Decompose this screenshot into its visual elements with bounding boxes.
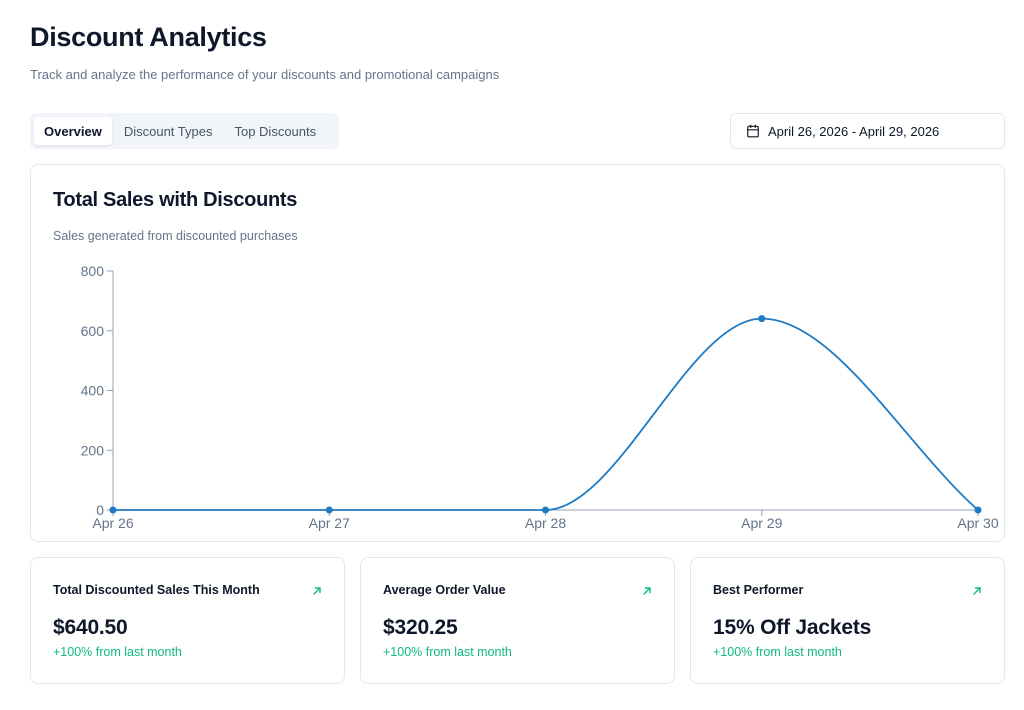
tab-overview[interactable]: Overview <box>34 117 112 145</box>
x-tick-label: Apr 29 <box>741 515 782 531</box>
arrow-up-right-icon <box>313 587 321 595</box>
data-point <box>109 506 117 514</box>
arrow-up-right-icon <box>973 587 981 595</box>
stat-card-total-discounted-sales: Total Discounted Sales This Month $640.5… <box>30 557 345 684</box>
data-point <box>758 315 766 323</box>
x-tick-label: Apr 28 <box>525 515 566 531</box>
stat-card-best-performer: Best Performer 15% Off Jackets +100% fro… <box>690 557 1005 684</box>
sales-chart-card: Total Sales with Discounts Sales generat… <box>30 164 1005 542</box>
x-tick-label: Apr 27 <box>309 515 350 531</box>
tab-list: Overview Discount Types Top Discounts <box>30 113 339 149</box>
calendar-icon <box>747 124 759 138</box>
stat-value: $640.50 <box>53 616 128 639</box>
y-tick-label: 800 <box>81 263 105 279</box>
y-tick-label: 0 <box>96 502 104 518</box>
stat-change: +100% from last month <box>383 645 512 659</box>
arrow-up-right-icon <box>643 587 651 595</box>
y-tick-label: 200 <box>81 442 105 458</box>
sales-line-chart: 0 200 400 600 800 Apr 26 Apr 27 Apr 28 Apr 29 Apr… <box>81 263 999 531</box>
stat-label: Best Performer <box>713 583 804 597</box>
y-tick-label: 600 <box>81 323 105 339</box>
stat-change: +100% from last month <box>53 645 182 659</box>
stat-label: Average Order Value <box>383 583 506 597</box>
x-tick-label: Apr 26 <box>92 515 133 531</box>
stat-value: $320.25 <box>383 616 458 639</box>
tab-top-discounts[interactable]: Top Discounts <box>234 123 317 139</box>
series-line <box>112 317 979 511</box>
chart-subtitle: Sales generated from discounted purchase… <box>53 229 298 243</box>
date-range-picker-button[interactable]: April 26, 2026 - April 29, 2026 <box>730 113 1005 149</box>
stat-change: +100% from last month <box>713 645 842 659</box>
tab-discount-types[interactable]: Discount Types <box>123 123 213 139</box>
page-title: Discount Analytics <box>30 22 267 52</box>
x-tick-label: Apr 30 <box>957 515 998 531</box>
y-tick-label: 400 <box>81 383 105 399</box>
data-point <box>325 506 333 514</box>
date-range-label: April 26, 2026 - April 29, 2026 <box>768 123 940 139</box>
data-point <box>974 506 982 514</box>
page-subtitle: Track and analyze the performance of you… <box>30 67 500 82</box>
stat-label: Total Discounted Sales This Month <box>53 583 260 597</box>
data-point <box>542 506 549 514</box>
stat-card-average-order-value: Average Order Value $320.25 +100% from l… <box>360 557 675 684</box>
chart-title: Total Sales with Discounts <box>53 189 298 211</box>
stat-value: 15% Off Jackets <box>713 616 872 639</box>
